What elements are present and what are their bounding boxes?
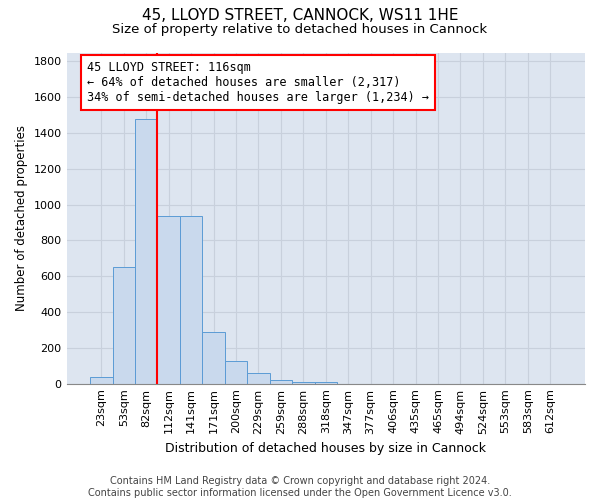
Bar [269,380,292,384]
Bar [292,382,314,384]
Bar [90,377,113,384]
Bar [180,216,202,384]
Y-axis label: Number of detached properties: Number of detached properties [15,125,28,311]
Text: Size of property relative to detached houses in Cannock: Size of property relative to detached ho… [112,22,488,36]
Bar [113,268,135,384]
Text: 45 LLOYD STREET: 116sqm
← 64% of detached houses are smaller (2,317)
34% of semi: 45 LLOYD STREET: 116sqm ← 64% of detache… [87,61,429,104]
Bar [202,332,225,384]
Text: Contains HM Land Registry data © Crown copyright and database right 2024.
Contai: Contains HM Land Registry data © Crown c… [88,476,512,498]
Bar [247,373,269,384]
Bar [314,382,337,384]
Bar [135,118,157,384]
Bar [157,216,180,384]
Bar [225,362,247,384]
Text: 45, LLOYD STREET, CANNOCK, WS11 1HE: 45, LLOYD STREET, CANNOCK, WS11 1HE [142,8,458,22]
X-axis label: Distribution of detached houses by size in Cannock: Distribution of detached houses by size … [165,442,486,455]
